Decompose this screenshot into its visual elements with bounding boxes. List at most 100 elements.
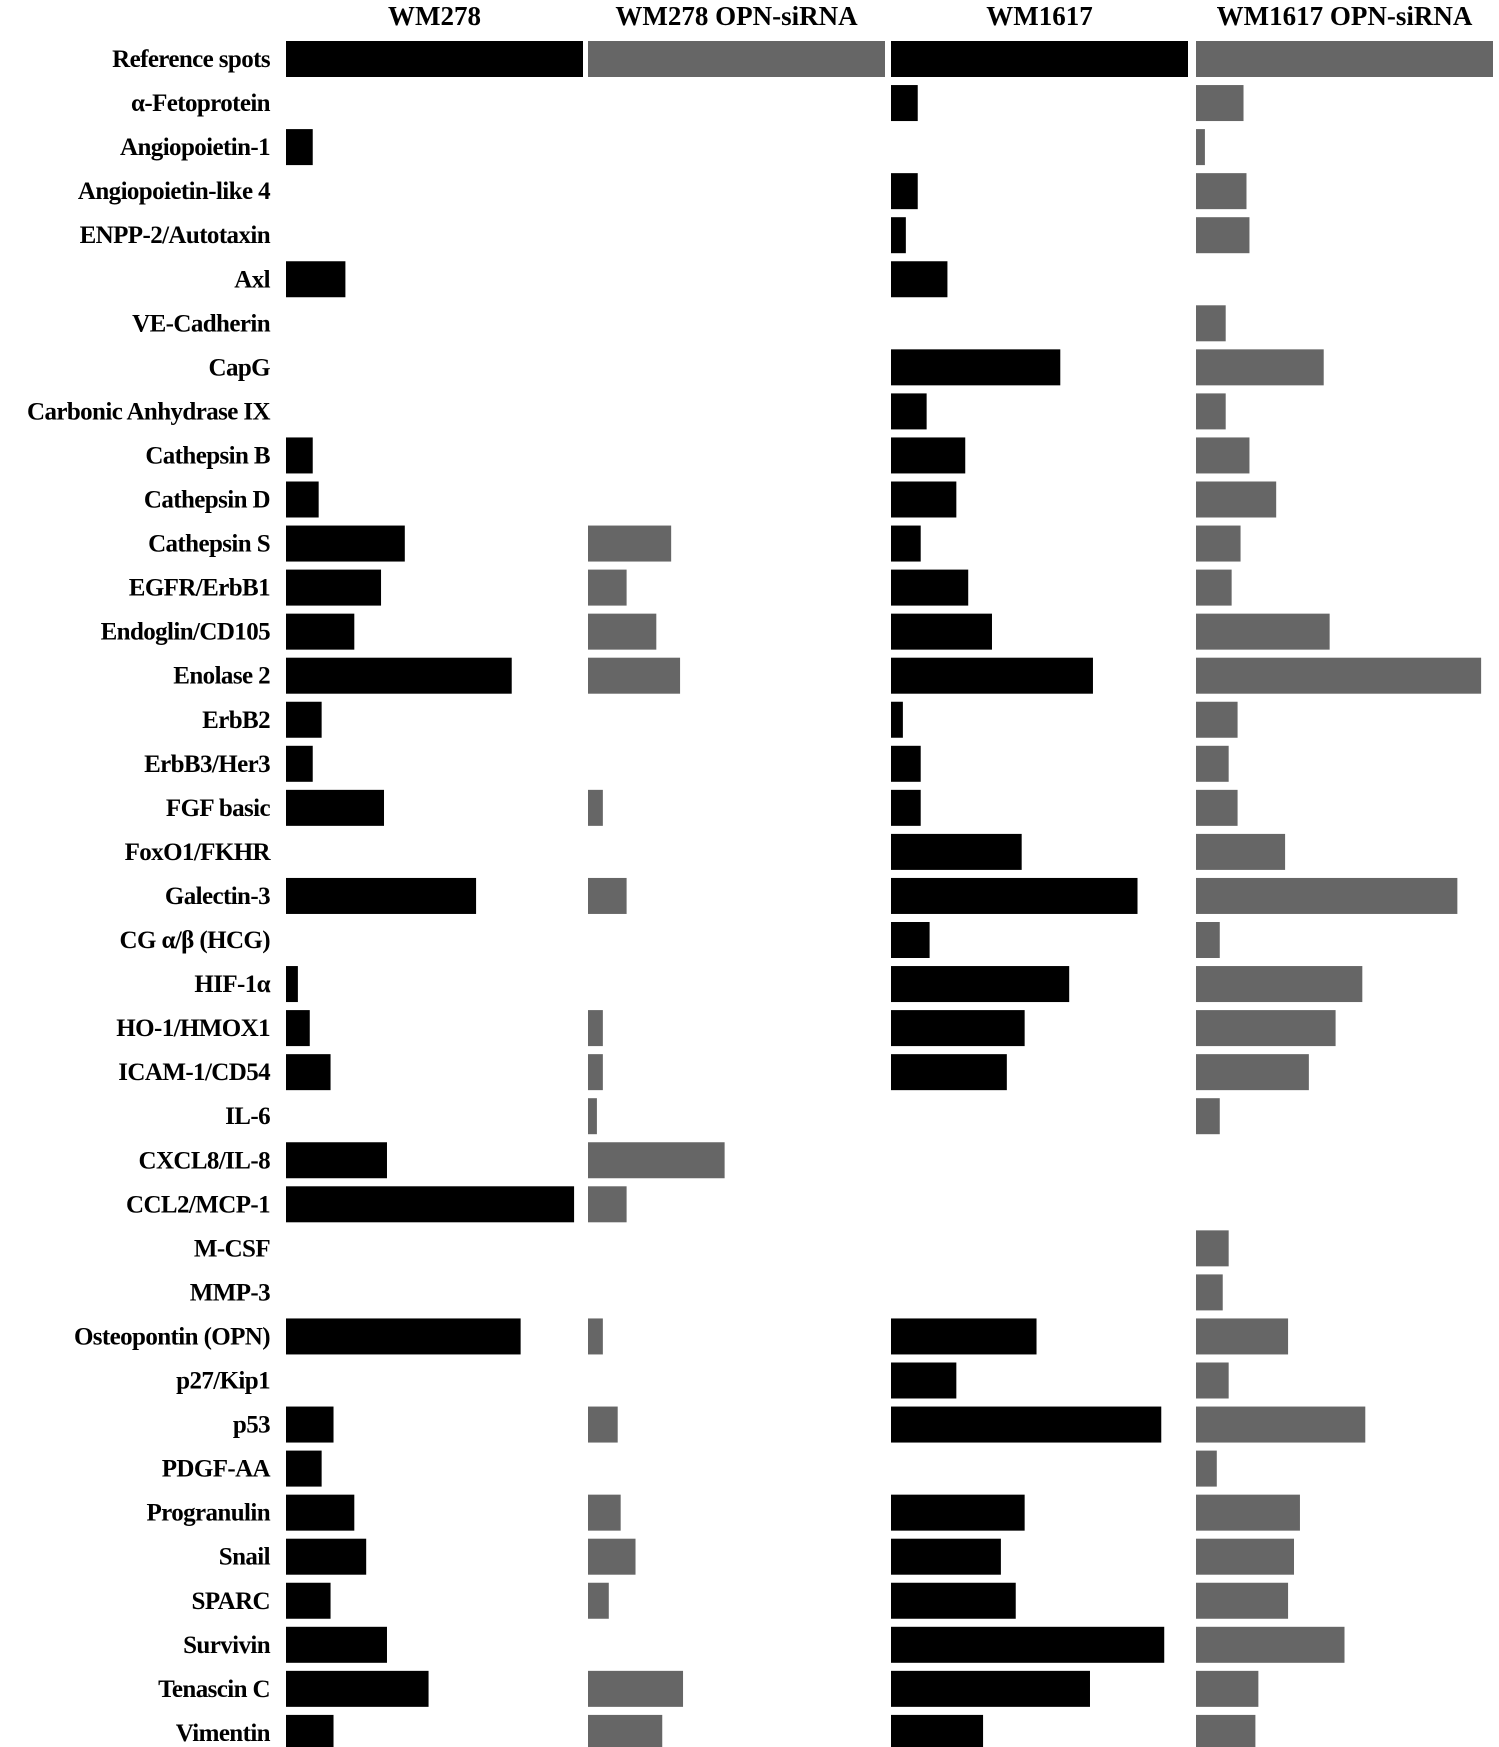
bar-wm1617-opn-sirna-survivin bbox=[1196, 1626, 1345, 1663]
bar-wm1617-cathepsin-b bbox=[891, 437, 966, 474]
bar-wm1617-opn-sirna-angiopoietin-like-4 bbox=[1196, 173, 1247, 210]
bar-wm1617-opn-sirna-enpp-2-autotaxin bbox=[1196, 217, 1250, 254]
row-label-foxo1-fkhr: FoxO1/FKHR bbox=[125, 839, 272, 866]
row-label-survivin: Survivin bbox=[183, 1632, 271, 1659]
bar-wm1617-vimentin bbox=[891, 1714, 984, 1747]
bar-wm1617-opn-sirna-foxo1-fkhr bbox=[1196, 833, 1286, 870]
bar-wm278-opn-sirna-progranulin bbox=[588, 1494, 621, 1531]
bar-wm278-opn-sirna-il-6 bbox=[588, 1098, 597, 1135]
bar-wm278-erbb3-her3 bbox=[286, 745, 313, 782]
bar-wm278-fgf-basic bbox=[286, 789, 385, 826]
bar-wm1617-opn-sirna-endoglin-cd105 bbox=[1196, 613, 1330, 650]
bar-wm1617-opn-sirna-angiopoietin-1 bbox=[1196, 129, 1205, 166]
bar-wm278-opn-sirna-fgf-basic bbox=[588, 789, 603, 826]
bar-wm1617-ho-1-hmox1 bbox=[891, 1010, 1025, 1047]
row-label-pdgf-aa: PDGF-AA bbox=[162, 1456, 271, 1483]
bar-wm1617-hif-1 bbox=[891, 966, 1070, 1003]
bar-wm1617-opn-sirna-osteopontin-opn bbox=[1196, 1318, 1289, 1355]
bar-wm278-icam-1-cd54 bbox=[286, 1054, 331, 1091]
row-label-tenascin-c: Tenascin C bbox=[158, 1676, 270, 1703]
bar-wm1617-endoglin-cd105 bbox=[891, 613, 992, 650]
bar-wm1617-opn-sirna-erbb2 bbox=[1196, 701, 1238, 738]
bar-wm1617-opn-sirna-capg bbox=[1196, 349, 1324, 386]
bar-wm1617-opn-sirna-erbb3-her3 bbox=[1196, 745, 1229, 782]
bar-wm1617-erbb2 bbox=[891, 701, 903, 738]
bar-wm278-hif-1 bbox=[286, 966, 298, 1003]
bar-wm278-angiopoietin-1 bbox=[286, 129, 313, 166]
bar-wm1617-survivin bbox=[891, 1626, 1165, 1663]
bar-wm1617-opn-sirna-cathepsin-b bbox=[1196, 437, 1250, 474]
bar-wm278-opn-sirna-egfr-erbb1 bbox=[588, 569, 627, 606]
column-title-wm278: WM278 bbox=[388, 1, 481, 31]
row-label-cg-hcg: CG α/β (HCG) bbox=[120, 927, 271, 954]
bar-wm278-cathepsin-b bbox=[286, 437, 313, 474]
bar-wm1617-opn-sirna-carbonic-anhydrase-ix bbox=[1196, 393, 1226, 430]
bar-wm278-opn-sirna-p53 bbox=[588, 1406, 618, 1443]
row-labels: Reference spots α-Fetoprotein Angiopoietin… bbox=[27, 46, 272, 1747]
bar-wm278-osteopontin-opn bbox=[286, 1318, 521, 1355]
bar-wm1617-opn-sirna-enolase-2 bbox=[1196, 657, 1482, 694]
bar-wm1617-opn-sirna-cathepsin-d bbox=[1196, 481, 1277, 518]
bar-wm1617-carbonic-anhydrase-ix bbox=[891, 393, 927, 430]
bars bbox=[286, 41, 1493, 1747]
row-label-p27-kip1: p27/Kip1 bbox=[176, 1368, 270, 1395]
bar-wm1617-opn-sirna-icam-1-cd54 bbox=[1196, 1054, 1309, 1091]
row-label-progranulin: Progranulin bbox=[146, 1500, 270, 1527]
bar-wm278-opn-sirna-endoglin-cd105 bbox=[588, 613, 657, 650]
bar-wm1617-opn-sirna-galectin-3 bbox=[1196, 877, 1458, 914]
row-label-galectin-3: Galectin-3 bbox=[165, 883, 270, 910]
row-label-enpp-2-autotaxin: ENPP-2/Autotaxin bbox=[80, 222, 271, 249]
row-label-erbb3-her3: ErbB3/Her3 bbox=[144, 751, 270, 778]
row-label-ve-cadherin: VE-Cadherin bbox=[132, 310, 271, 337]
bar-wm278-tenascin-c bbox=[286, 1670, 429, 1707]
row-label-hif-1: HIF-1α bbox=[194, 971, 270, 998]
bar-wm1617-opn-sirna-ve-cadherin bbox=[1196, 305, 1226, 342]
bar-wm1617-fetoprotein bbox=[891, 85, 918, 122]
bar-wm1617-p53 bbox=[891, 1406, 1162, 1443]
bar-wm278-sparc bbox=[286, 1582, 331, 1619]
bar-wm278-cxcl8-il-8 bbox=[286, 1142, 387, 1179]
row-label-ccl2-mcp-1: CCL2/MCP-1 bbox=[126, 1191, 270, 1218]
bar-wm1617-opn-sirna-mmp-3 bbox=[1196, 1274, 1223, 1311]
bar-wm278-opn-sirna-galectin-3 bbox=[588, 877, 627, 914]
bar-wm1617-opn-sirna-tenascin-c bbox=[1196, 1670, 1259, 1707]
row-label-enolase-2: Enolase 2 bbox=[173, 663, 270, 690]
bar-wm278-opn-sirna-cxcl8-il-8 bbox=[588, 1142, 725, 1179]
bar-wm1617-opn-sirna-pdgf-aa bbox=[1196, 1450, 1217, 1487]
column-title-wm278-opn-sirna: WM278 OPN-siRNA bbox=[615, 1, 858, 31]
row-label-angiopoietin-1: Angiopoietin-1 bbox=[120, 134, 270, 161]
bar-wm278-cathepsin-s bbox=[286, 525, 405, 562]
bar-wm1617-osteopontin-opn bbox=[891, 1318, 1037, 1355]
bar-wm278-opn-sirna-reference-spots bbox=[588, 41, 885, 77]
bar-wm278-opn-sirna-vimentin bbox=[588, 1714, 663, 1747]
row-label-cathepsin-s: Cathepsin S bbox=[148, 531, 270, 558]
bar-wm1617-opn-sirna-snail bbox=[1196, 1538, 1295, 1575]
bar-wm278-snail bbox=[286, 1538, 367, 1575]
bar-wm278-egfr-erbb1 bbox=[286, 569, 382, 606]
bar-wm278-progranulin bbox=[286, 1494, 355, 1531]
row-label-erbb2: ErbB2 bbox=[202, 707, 270, 734]
bar-wm1617-opn-sirna-fetoprotein bbox=[1196, 85, 1244, 122]
bar-wm278-axl bbox=[286, 261, 346, 298]
bar-wm278-p53 bbox=[286, 1406, 334, 1443]
bar-wm278-opn-sirna-snail bbox=[588, 1538, 636, 1575]
bar-wm278-opn-sirna-osteopontin-opn bbox=[588, 1318, 603, 1355]
row-label-egfr-erbb1: EGFR/ErbB1 bbox=[129, 575, 270, 602]
row-label-fetoprotein: α-Fetoprotein bbox=[131, 90, 271, 117]
column-title-wm1617-opn-sirna: WM1617 OPN-siRNA bbox=[1217, 1, 1473, 31]
bar-wm278-ccl2-mcp-1 bbox=[286, 1186, 575, 1223]
row-label-endoglin-cd105: Endoglin/CD105 bbox=[101, 619, 271, 646]
bar-wm1617-opn-sirna-p27-kip1 bbox=[1196, 1362, 1229, 1399]
bar-wm1617-erbb3-her3 bbox=[891, 745, 921, 782]
row-label-m-csf: M-CSF bbox=[194, 1235, 270, 1262]
bar-wm1617-cathepsin-s bbox=[891, 525, 921, 562]
bar-wm1617-opn-sirna-ho-1-hmox1 bbox=[1196, 1010, 1336, 1047]
bar-wm1617-opn-sirna-hif-1 bbox=[1196, 966, 1363, 1003]
bar-wm1617-opn-sirna-sparc bbox=[1196, 1582, 1289, 1619]
row-label-cathepsin-d: Cathepsin D bbox=[144, 487, 270, 514]
row-label-angiopoietin-like-4: Angiopoietin-like 4 bbox=[78, 178, 271, 205]
bar-wm278-reference-spots bbox=[286, 41, 583, 77]
column-titles: WM278 WM278 OPN-siRNA WM1617 WM1617 OPN-siR… bbox=[388, 1, 1473, 31]
bar-wm278-pdgf-aa bbox=[286, 1450, 322, 1487]
